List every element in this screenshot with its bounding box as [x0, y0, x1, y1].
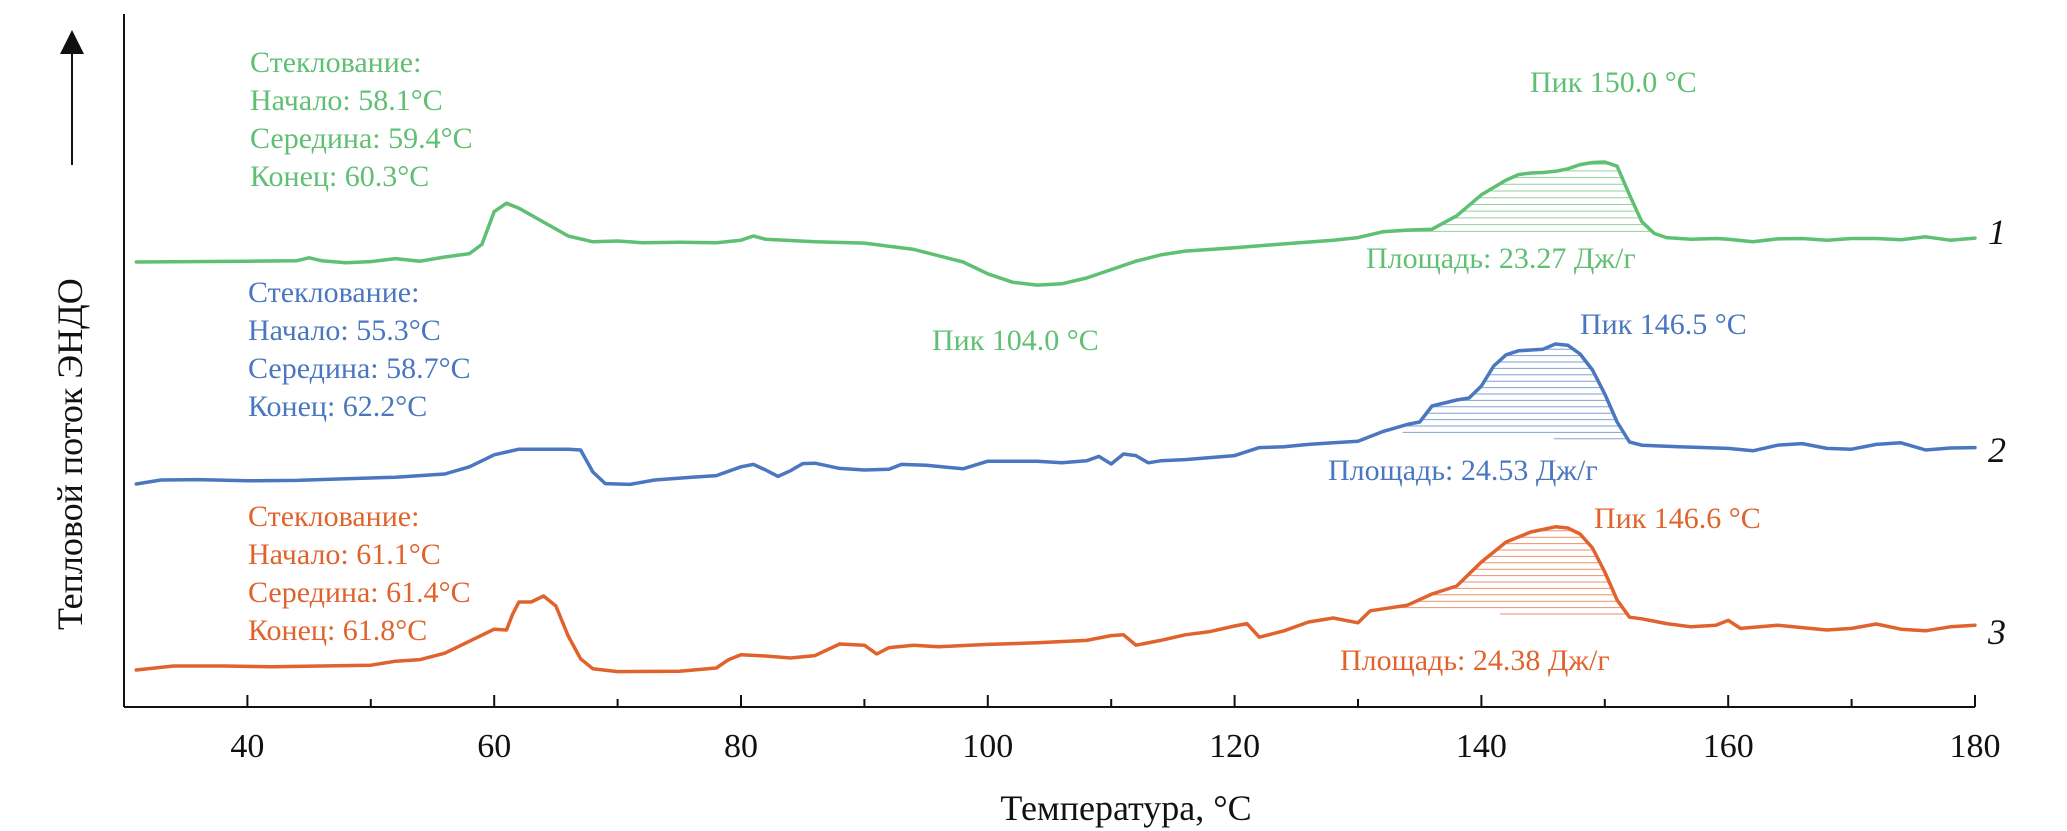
x-axis-title: Температура, °C [1000, 788, 1251, 828]
series-3-area-label: Площадь: 24.38 Дж/г [1340, 644, 1610, 677]
x-tick-label-80: 80 [724, 728, 758, 765]
series-3-peak-label: Пик 146.6 °C [1594, 502, 1761, 535]
x-tick-label-180: 180 [1950, 728, 2001, 765]
series-1-glass-transition-mid: Середина: 59.4°C [250, 122, 473, 155]
series-2-line [134, 342, 1977, 487]
x-tick-label-60: 60 [477, 728, 511, 765]
x-tick-label-120: 120 [1209, 728, 1260, 765]
series-2-glass-transition-onset: Начало: 55.3°C [248, 314, 441, 347]
curve-number-2: 2 [1988, 430, 2006, 470]
x-tick-label-100: 100 [962, 728, 1013, 765]
curve-number-1: 1 [1988, 212, 2006, 252]
x-tick-label-160: 160 [1703, 728, 1754, 765]
series-2-glass-transition-mid: Середина: 58.7°C [248, 352, 471, 385]
series-1-annotations: Стеклование: Начало: 58.1°C Середина: 59… [250, 46, 1697, 357]
series-1 [134, 160, 1977, 287]
series-3-line [134, 525, 1977, 674]
series-3 [134, 525, 1977, 674]
series-1-glass-transition-onset: Начало: 58.1°C [250, 84, 443, 117]
series-1-peak-label-104: Пик 104.0 °C [932, 324, 1099, 357]
x-ticks [123, 695, 1976, 707]
series-3-glass-transition-title: Стеклование: [248, 500, 419, 533]
series-1-glass-transition-title: Стеклование: [250, 46, 421, 79]
x-tick-label-140: 140 [1456, 728, 1507, 765]
series-1-area-label: Площадь: 23.27 Дж/г [1366, 242, 1636, 275]
series-2-glass-transition-title: Стеклование: [248, 276, 419, 309]
series-3-glass-transition-end: Конец: 61.8°C [248, 614, 427, 647]
series-1-line [134, 160, 1977, 287]
series-1-peak-area-hatch [1389, 163, 1653, 232]
series-3-glass-transition-onset: Начало: 61.1°C [248, 538, 441, 571]
x-tick-label-40: 40 [230, 728, 264, 765]
series-1-peak-label-150: Пик 150.0 °C [1530, 66, 1697, 99]
series-1-glass-transition-end: Конец: 60.3°C [250, 160, 429, 193]
series-2-annotations: Стеклование: Начало: 55.3°C Середина: 58… [248, 276, 1747, 487]
curve-number-3: 3 [1987, 612, 2006, 652]
series-2-peak-area-hatch [1402, 348, 1628, 440]
series-2-area-label: Площадь: 24.53 Дж/г [1328, 454, 1598, 487]
y-axis-title: Тепловой поток ЭНДО [50, 278, 90, 630]
series-2 [134, 342, 1977, 487]
x-tick-labels: 40 60 80 100 120 140 160 180 [230, 728, 2000, 765]
series-3-glass-transition-mid: Середина: 61.4°C [248, 576, 471, 609]
series-3-peak-area-hatch [1391, 530, 1628, 615]
series-3-annotations: Стеклование: Начало: 61.1°C Середина: 61… [248, 500, 1761, 677]
series-2-peak-label: Пик 146.5 °C [1580, 308, 1747, 341]
series-2-glass-transition-end: Конец: 62.2°C [248, 390, 427, 423]
